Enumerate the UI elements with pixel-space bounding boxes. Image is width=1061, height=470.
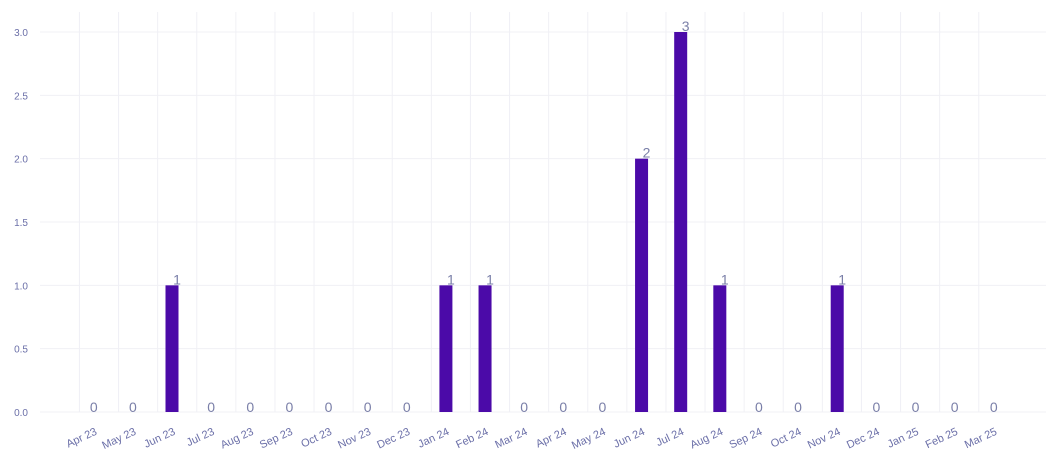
x-tick-label: Mar 24 [493, 426, 529, 451]
x-tick-label: Jan 25 [886, 426, 921, 451]
bar[interactable] [830, 285, 844, 412]
x-tick-label: Oct 24 [769, 426, 803, 451]
data-label: 1 [173, 271, 181, 287]
data-label: 0 [364, 399, 372, 415]
bar[interactable] [165, 285, 179, 412]
x-tick-label: Jun 24 [612, 426, 647, 451]
bar[interactable] [674, 32, 688, 412]
y-tick-label: 2.5 [14, 91, 28, 102]
x-tick-label: Oct 23 [299, 426, 333, 451]
bar[interactable] [478, 285, 492, 412]
data-label: 0 [129, 399, 137, 415]
y-tick-label: 1.0 [14, 281, 28, 292]
y-tick-label: 3.0 [14, 28, 28, 39]
x-tick-label: Jul 24 [654, 426, 686, 449]
data-label: 0 [559, 399, 567, 415]
bar[interactable] [713, 285, 727, 412]
x-tick-label: Jun 23 [142, 426, 177, 451]
x-tick-label: Feb 25 [924, 426, 960, 451]
y-tick-label: 0.5 [14, 345, 28, 356]
data-label: 0 [912, 399, 920, 415]
x-tick-label: Apr 23 [65, 426, 99, 451]
x-tick-label: Nov 23 [336, 426, 373, 452]
data-label: 0 [207, 399, 215, 415]
x-tick-label: Apr 24 [534, 426, 568, 451]
data-label: 0 [872, 399, 880, 415]
x-axis-ticks: Apr 23 May 23 Jun 23 Jul 23 Aug 23 Sep 23 Oct … [65, 426, 999, 452]
data-label: 0 [520, 399, 528, 415]
data-label: 1 [721, 271, 729, 287]
data-label: 0 [951, 399, 959, 415]
bars [165, 32, 844, 412]
y-tick-label: 1.5 [14, 218, 28, 229]
data-label: 0 [599, 399, 607, 415]
data-label: 0 [90, 399, 98, 415]
x-tick-label: Dec 23 [375, 426, 412, 452]
y-tick-label: 0.0 [14, 408, 28, 419]
data-label: 0 [285, 399, 293, 415]
data-label: 0 [794, 399, 802, 415]
x-tick-label: May 23 [100, 426, 138, 452]
x-tick-label: Sep 24 [728, 426, 765, 452]
data-label: 3 [682, 18, 690, 34]
data-labels: 0 0 1 0 0 0 0 0 0 1 1 0 0 0 2 3 1 0 0 1 0 0 0 0 [90, 18, 998, 415]
x-tick-label: Nov 24 [806, 426, 843, 452]
data-label: 0 [246, 399, 254, 415]
data-label: 0 [990, 399, 998, 415]
data-label: 0 [755, 399, 763, 415]
x-tick-label: Dec 24 [845, 426, 882, 452]
x-tick-label: Feb 24 [454, 426, 490, 451]
x-tick-label: Jan 24 [416, 426, 451, 451]
data-label: 1 [486, 271, 494, 287]
data-label: 1 [838, 271, 846, 287]
bar[interactable] [635, 158, 649, 412]
data-label: 0 [403, 399, 411, 415]
bar[interactable] [439, 285, 453, 412]
data-label: 1 [447, 271, 455, 287]
x-tick-label: Aug 24 [688, 426, 725, 452]
x-tick-label: May 24 [570, 426, 608, 452]
data-label: 2 [643, 145, 651, 161]
x-tick-label: Aug 23 [219, 426, 256, 452]
data-label: 0 [325, 399, 333, 415]
x-tick-label: Sep 23 [258, 426, 295, 452]
y-axis-ticks: 0.0 0.5 1.0 1.5 2.0 2.5 3.0 [14, 28, 28, 419]
y-tick-label: 2.0 [14, 155, 28, 166]
grid-lines [40, 12, 1046, 413]
x-tick-label: Jul 23 [185, 426, 217, 449]
x-tick-label: Mar 25 [963, 426, 999, 451]
